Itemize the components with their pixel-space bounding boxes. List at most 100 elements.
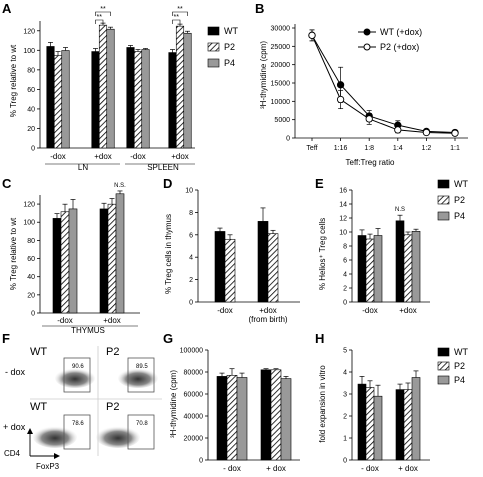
panel-b-line-wt (311, 35, 456, 133)
panel-d-bar-p2 (267, 233, 279, 303)
panel-h-group-label: - dox (361, 464, 379, 473)
panel-e-y-tick-label: 6 (343, 258, 347, 265)
panel-a-sig-label: ** (97, 14, 103, 21)
panel-g-y-tick-label: 40000 (184, 414, 204, 421)
panel-a-bar-p4 (61, 50, 70, 149)
legend-label-p4: P4 (224, 58, 235, 68)
panel-a-bar-p2 (53, 55, 63, 149)
panel-f-row-minus-dox: - dox (5, 367, 26, 377)
panel-a-sig-label: ** (174, 14, 180, 21)
panel-g-y-tick-label: 60000 (184, 392, 204, 399)
legend-mid-label-p2: P2 (454, 195, 465, 205)
panel-e-bar-p2 (403, 234, 413, 303)
panel-d-group-label: +dox (259, 306, 277, 315)
panel-a-tissue-spleen: SPLEEN (147, 163, 179, 172)
panel-letter-d: D (163, 176, 172, 191)
facs-gate (127, 357, 155, 393)
panel-c-bar-wt (52, 218, 62, 314)
panel-b-point-p2 (451, 129, 459, 137)
panel-a-bar-wt (46, 46, 55, 149)
legend-mid: WT P2 P4 (437, 179, 468, 221)
panel-b-x-tick-label: 1:4 (393, 145, 403, 152)
panel-g-y-tick-label: 80000 (184, 370, 204, 377)
facs-gate (63, 357, 91, 393)
panel-letter-e: E (315, 176, 324, 191)
panel-f-facs: - dox + dox WT 90.6 P2 89.5 WT 78.6 P2 7… (3, 346, 162, 471)
panel-e-group-label: -dox (362, 306, 378, 315)
panel-d-y-tick-label: 8 (189, 210, 193, 217)
panel-c-bar-p4 (68, 208, 78, 314)
facs-label-wt-plus: WT (30, 401, 47, 413)
panel-a-bar-p2 (98, 24, 108, 149)
legend-bot-swatch-p2 (437, 361, 450, 371)
facs-plot-wt-minus: WT 90.6 (30, 346, 95, 393)
panel-h-ylabel: fold expansion in vitro (318, 365, 327, 443)
panel-e-bar-p2 (365, 238, 375, 303)
panel-b-line-p2 (311, 35, 456, 134)
facs-population (33, 426, 77, 448)
panel-b-point-p2 (365, 115, 373, 123)
facs-population (55, 368, 95, 388)
panel-d-y-tick-label: 2 (189, 277, 193, 284)
legend-bot-label-wt: WT (454, 347, 468, 357)
panel-e-sig-label: N.S (395, 207, 405, 213)
panel-h-y-tick-label: 3 (343, 392, 347, 399)
facs-population (96, 426, 140, 448)
panel-e-y-tick-label: 16 (339, 188, 347, 195)
panel-e-y-tick-label: 8 (343, 244, 347, 251)
facs-gate (63, 414, 91, 450)
panel-a-sig-label: ** (100, 6, 106, 13)
panel-g-bar-p4 (280, 378, 292, 461)
panel-c-y-tick-label: 0 (31, 311, 35, 318)
panel-c-y-tick-label: 100 (23, 220, 35, 227)
facs-pct-wt-plus: 78.6 (72, 421, 84, 427)
panel-c-y-tick-label: 40 (27, 274, 35, 281)
panel-letter-c: C (2, 176, 12, 191)
legend-bot-label-p4: P4 (454, 375, 465, 385)
panel-h-bar-p2 (365, 387, 375, 461)
panel-d-group-label: -dox (217, 306, 233, 315)
panel-b-point-p2 (394, 126, 402, 134)
panel-b-y-tick-label: 30000 (271, 26, 291, 33)
panel-b-point-p2 (336, 95, 345, 104)
panel-e-y-tick-label: 12 (339, 216, 347, 223)
panel-e-bar-p4 (373, 235, 383, 303)
legend-swatch-p2 (207, 42, 220, 52)
panel-c-bar-p2 (107, 203, 117, 314)
panel-a-group-label: +dox (171, 152, 189, 161)
legend-bottom: WT P2 P4 (437, 347, 468, 385)
panel-a-bar-p4 (106, 28, 115, 149)
panel-e-bar-wt (395, 220, 405, 303)
panel-d-ylabel: % Treg cells in thymus (164, 214, 173, 294)
panel-b-point-p2 (308, 31, 316, 39)
panel-h-y-tick-label: 2 (343, 414, 347, 421)
panel-c-tissue: THYMUS (71, 326, 105, 335)
panel-b-point-p2 (422, 128, 431, 137)
panel-a-ylabel: % Treg relative to wt (9, 44, 18, 117)
legend-mid-label-p4: P4 (454, 211, 465, 221)
panel-a-sig-bracket (172, 19, 181, 24)
panel-c-bar-p4 (115, 193, 125, 314)
panel-g-y-tick-label: 100000 (180, 348, 203, 355)
panel-h-y-tick-label: 5 (343, 348, 347, 355)
panel-c-ylabel: % Treg relative to wt (9, 217, 18, 290)
panel-d-y-tick-label: 10 (185, 188, 193, 195)
panel-d-bar-wt (257, 221, 269, 303)
panel-b-point-wt (336, 81, 345, 89)
panel-c-y-tick-label: 20 (27, 292, 35, 299)
panel-h-bar-wt (395, 389, 405, 461)
panel-g-bar-p2 (226, 374, 238, 461)
panel-c-y-tick-label: 120 (23, 202, 35, 209)
panel-a-sig-label: ** (177, 6, 183, 13)
panel-b-y-tick-label: 20000 (271, 62, 291, 69)
panel-d-y-tick-label: 6 (189, 232, 193, 239)
panel-a-sig-bracket (95, 11, 111, 16)
panel-b-x-tick-label: 1:1 (450, 145, 460, 152)
panel-h-y-tick-label: 4 (343, 370, 347, 377)
panel-b-x-tick-label: Teff (306, 145, 317, 152)
legend-label-line-p2: P2 (+dox) (380, 42, 419, 52)
panel-c-bar-p2 (60, 211, 70, 314)
panel-e-group-label: +dox (399, 306, 417, 315)
legend-label-p2: P2 (224, 42, 235, 52)
